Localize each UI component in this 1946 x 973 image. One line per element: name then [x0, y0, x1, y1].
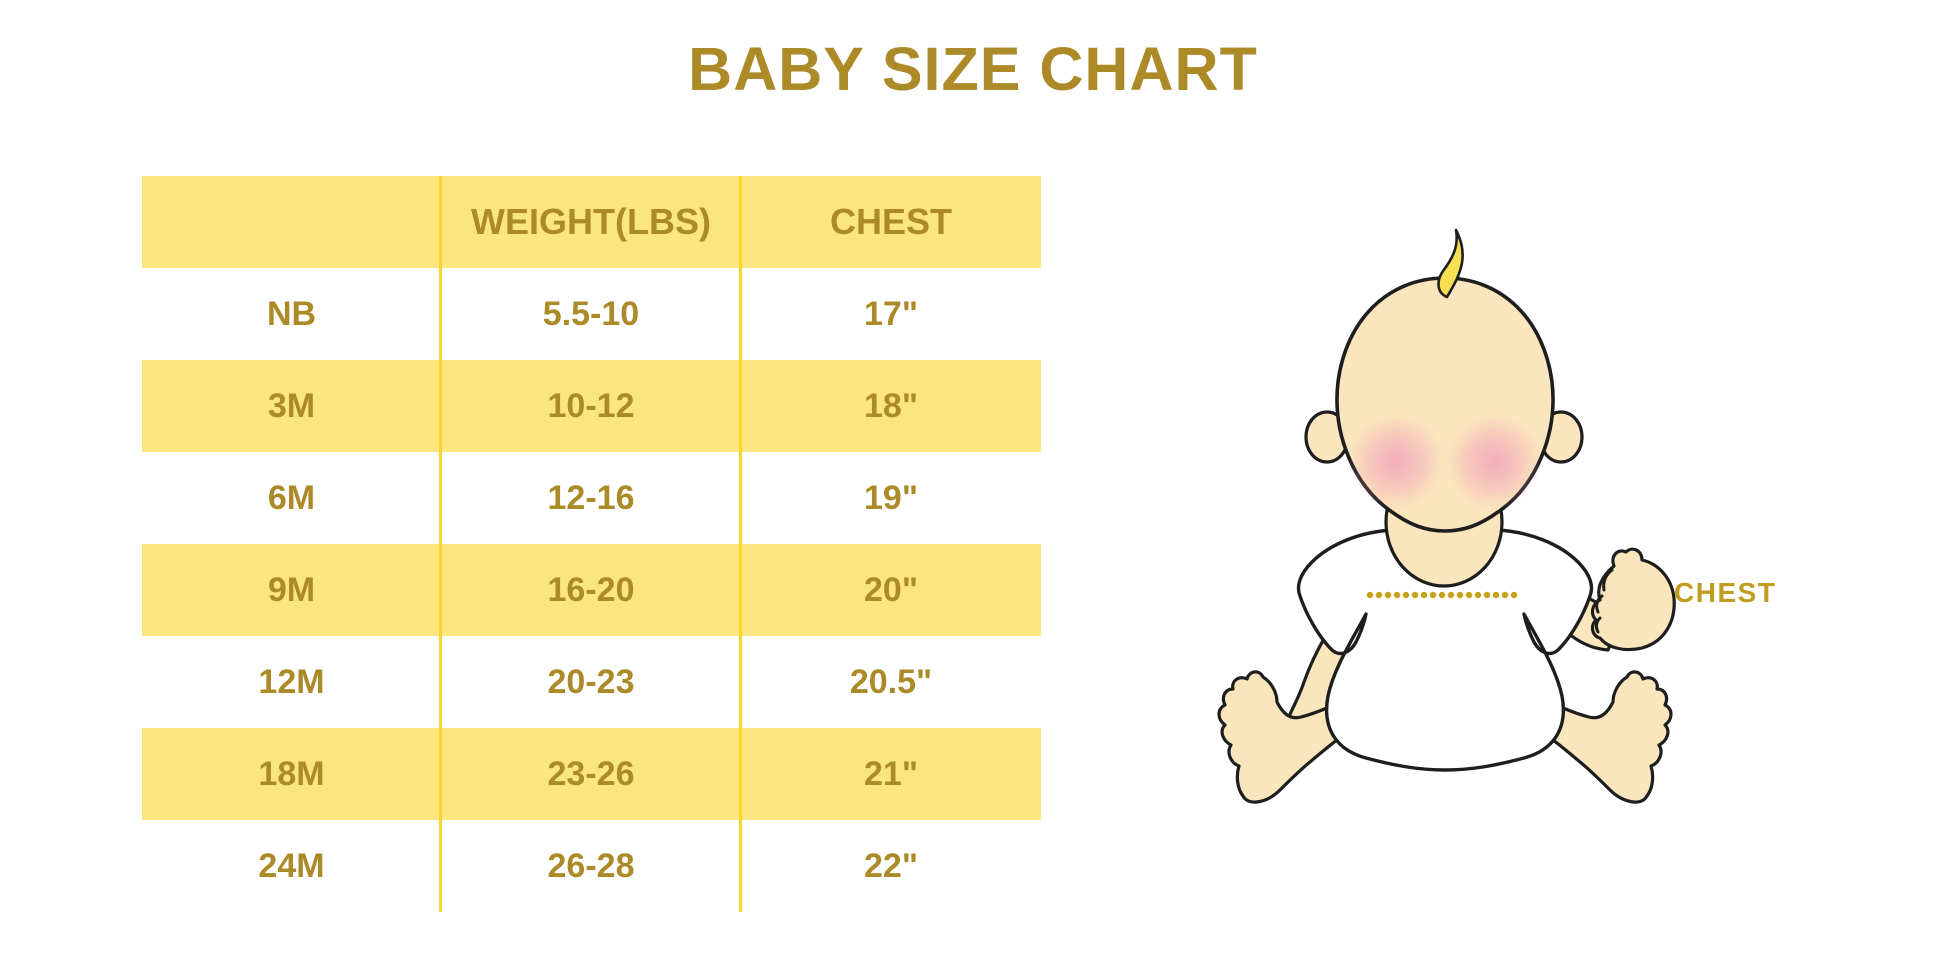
column-divider [739, 176, 742, 912]
baby-fist [1590, 547, 1676, 652]
chest-annotation-label: CHEST [1674, 577, 1777, 608]
baby-ear-left [1304, 410, 1350, 464]
baby-blush-right [1447, 415, 1541, 509]
table-cell-chest: 21" [741, 728, 1041, 820]
table-cell-size: NB [266, 294, 317, 333]
size-table: WEIGHT(LBS) CHEST NB 5.5-10 17" 3M 10-12… [142, 176, 1041, 912]
baby-hair-tuft [1437, 228, 1464, 299]
baby-onesie [1296, 526, 1594, 772]
baby-left-arm [1284, 588, 1390, 740]
table-cell-chest: 17" [864, 294, 918, 333]
table-cell-weight: 12-16 [547, 478, 635, 517]
baby-head [1335, 276, 1555, 533]
baby-neck-skin [1384, 456, 1504, 588]
baby-right-arm [1538, 582, 1624, 652]
table-cell-size: 3M [142, 360, 441, 452]
column-header-weight: WEIGHT(LBS) [441, 176, 741, 268]
baby-right-leg [1486, 670, 1673, 804]
table-cell-size: 18M [142, 728, 441, 820]
table-cell-weight: 23-26 [441, 728, 741, 820]
table-cell-size: 24M [258, 846, 325, 885]
table-cell-size: 9M [142, 544, 441, 636]
column-header-chest: CHEST [741, 176, 1041, 268]
table-cell-chest: 20" [741, 544, 1041, 636]
table-cell-chest: 19" [864, 478, 918, 517]
table-cell-weight: 5.5-10 [542, 294, 640, 333]
table-cell-weight: 16-20 [441, 544, 741, 636]
page-title: BABY SIZE CHART [688, 35, 1258, 103]
table-cell-weight: 10-12 [441, 360, 741, 452]
table-cell-weight: 20-23 [547, 662, 635, 701]
table-cell-chest: 20.5" [849, 662, 933, 701]
table-cell-chest: 22" [864, 846, 918, 885]
baby-left-leg [1217, 670, 1404, 804]
column-header-size [142, 176, 441, 268]
table-cell-size: 12M [258, 662, 325, 701]
table-cell-size: 6M [267, 478, 316, 517]
table-cell-chest: 18" [741, 360, 1041, 452]
table-cell-weight: 26-28 [547, 846, 635, 885]
baby-fist-knuckles [1594, 568, 1614, 634]
size-table-grid: WEIGHT(LBS) CHEST NB 5.5-10 17" 3M 10-12… [142, 176, 1041, 912]
baby-blush-left [1349, 415, 1443, 509]
baby-ear-right [1538, 410, 1584, 464]
column-divider [439, 176, 442, 912]
